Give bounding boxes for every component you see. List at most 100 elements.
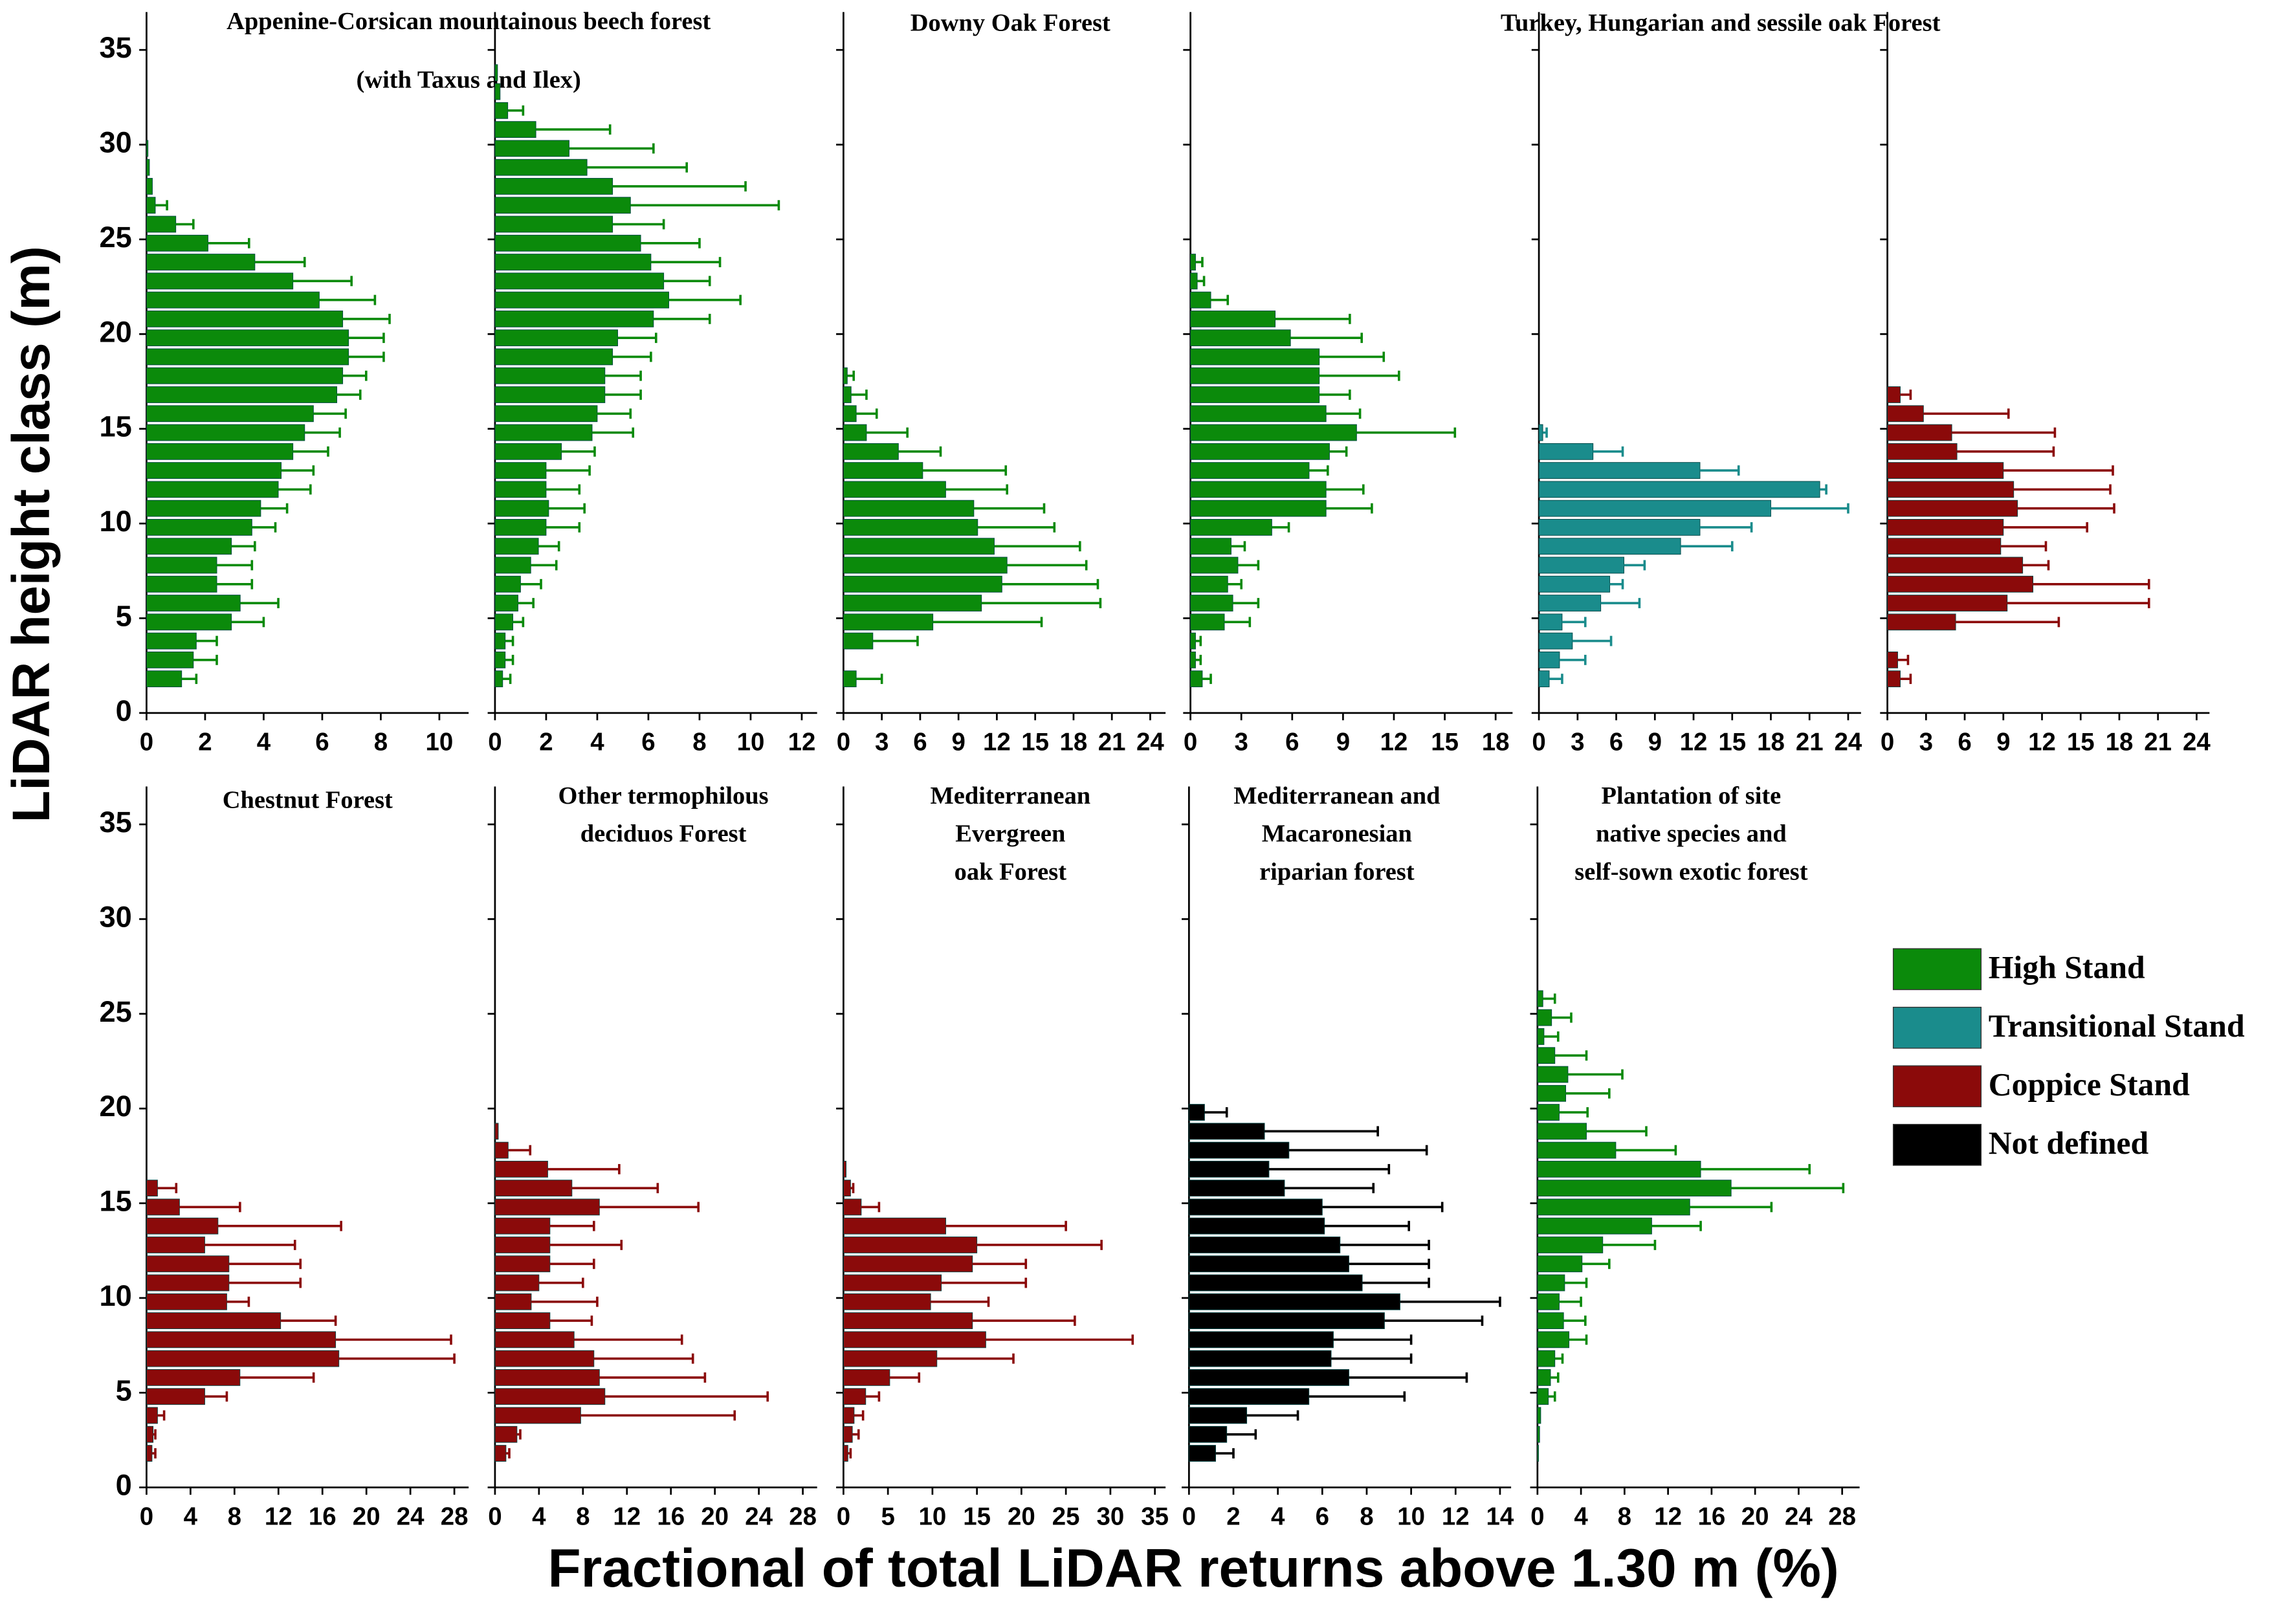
bar <box>1190 386 1320 403</box>
x-tick-label: 4 <box>532 1502 546 1530</box>
bar <box>1538 538 1681 555</box>
x-tick-label: 0 <box>140 729 153 756</box>
bar <box>146 1350 340 1367</box>
x-tick-label: 12 <box>1654 1502 1682 1530</box>
bar <box>494 367 606 384</box>
bar <box>1537 1141 1617 1159</box>
bar <box>1188 1445 1216 1462</box>
x-tick-label: 10 <box>1397 1502 1425 1530</box>
bar <box>843 1198 862 1216</box>
bar <box>494 1217 551 1235</box>
bar <box>146 1198 180 1216</box>
y-tick-label: 15 <box>99 1185 131 1218</box>
bar <box>1537 1123 1587 1140</box>
bar <box>494 1388 606 1405</box>
panel-title: Mediterranean and <box>1233 782 1440 809</box>
bar <box>1538 670 1550 688</box>
x-tick-label: 21 <box>2144 729 2172 756</box>
bar <box>494 556 531 574</box>
x-tick-label: 12 <box>613 1502 641 1530</box>
bar <box>843 1217 946 1235</box>
bar <box>1188 1237 1341 1253</box>
bar <box>1188 1293 1400 1310</box>
bar <box>1188 1274 1363 1292</box>
bar <box>146 1312 281 1329</box>
bar <box>843 575 1002 593</box>
bar <box>1537 990 1543 1007</box>
bar <box>843 1160 846 1178</box>
bar <box>1190 613 1225 631</box>
x-axis-label: Fractional of total LiDAR returns above … <box>548 1537 1839 1598</box>
bar <box>494 310 654 327</box>
bar <box>494 215 613 233</box>
bar <box>1537 1388 1549 1405</box>
bar <box>146 1293 227 1310</box>
bar <box>1190 556 1239 574</box>
bar <box>494 500 549 517</box>
bar <box>843 1180 851 1197</box>
y-tick-label: 10 <box>99 1279 131 1312</box>
x-tick-label: 0 <box>140 1502 153 1530</box>
y-tick-label: 20 <box>99 315 131 348</box>
bar <box>146 575 217 593</box>
bar <box>843 538 995 555</box>
x-tick-label: 2 <box>1226 1502 1240 1530</box>
x-tick-label: 8 <box>228 1502 241 1530</box>
bar <box>1887 405 1924 423</box>
bar <box>494 519 547 536</box>
bar <box>494 178 613 195</box>
bar <box>146 329 349 347</box>
bar <box>1887 519 2004 536</box>
bar <box>1188 1388 1310 1405</box>
bar <box>1538 519 1701 536</box>
x-tick-label: 0 <box>488 729 502 756</box>
bar <box>1887 613 1956 631</box>
panel-title: Mediterranean <box>930 782 1090 809</box>
x-tick-label: 9 <box>1648 729 1662 756</box>
bar <box>494 1293 532 1310</box>
x-tick-label: 16 <box>1698 1502 1726 1530</box>
bar <box>1190 519 1272 536</box>
bar <box>146 613 232 631</box>
bar <box>1190 367 1320 384</box>
bar <box>843 500 975 517</box>
bar <box>1190 443 1330 460</box>
y-tick-label: 5 <box>116 1374 132 1407</box>
bar <box>1887 481 2015 498</box>
bar <box>843 1237 978 1253</box>
legend-label: Coppice Stand <box>1989 1066 2190 1102</box>
bar <box>494 83 501 100</box>
x-tick-label: 28 <box>789 1502 817 1530</box>
bar <box>1188 1425 1228 1443</box>
bar <box>146 481 279 498</box>
bar <box>1537 1369 1551 1386</box>
bar <box>1188 1217 1325 1235</box>
bar <box>843 481 946 498</box>
y-tick-label: 35 <box>99 31 131 64</box>
bar <box>1188 1104 1205 1121</box>
bar <box>1537 1237 1604 1253</box>
bar <box>494 1123 499 1140</box>
legend-swatch <box>1892 1006 1982 1049</box>
bar <box>146 1369 241 1386</box>
x-tick-label: 5 <box>881 1502 894 1530</box>
bar <box>1538 424 1543 441</box>
y-tick-label: 20 <box>99 1090 131 1123</box>
y-tick-label: 15 <box>99 410 131 443</box>
legend-label: Not defined <box>1989 1125 2149 1161</box>
bar <box>1188 1123 1265 1140</box>
bar <box>494 670 503 688</box>
bar <box>494 102 509 119</box>
x-tick-label: 9 <box>1996 729 2010 756</box>
x-tick-label: 0 <box>837 729 850 756</box>
bar <box>1887 556 2024 574</box>
bar <box>1537 1293 1560 1310</box>
panel-title: Plantation of site <box>1602 782 1782 809</box>
bar <box>494 1160 548 1178</box>
x-tick-label: 35 <box>1141 1502 1169 1530</box>
bar <box>1887 386 1901 403</box>
x-tick-label: 8 <box>374 729 388 756</box>
bar <box>146 595 241 611</box>
